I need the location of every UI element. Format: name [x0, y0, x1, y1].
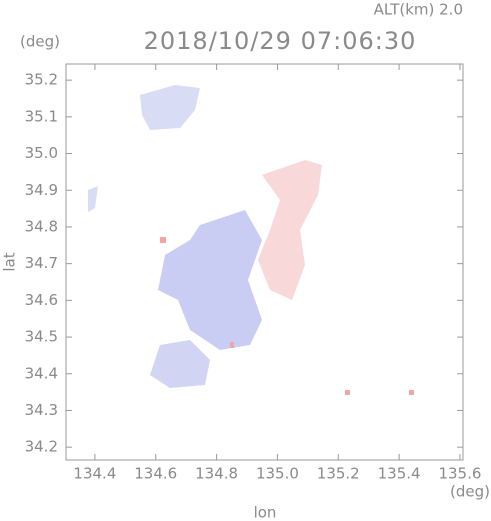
- x-axis-label: lon: [254, 504, 277, 521]
- x-tick-label: 135.6: [438, 465, 481, 483]
- y-tick-label: 34.5: [25, 328, 58, 346]
- echo-blob: [150, 340, 210, 388]
- echo-blob: [230, 342, 234, 348]
- y-tick-label: 34.9: [25, 181, 58, 199]
- y-tick-label: 35.2: [25, 71, 58, 89]
- altitude-label: ALT(km) 2.0: [374, 1, 463, 19]
- chart-title: 2018/10/29 07:06:30: [144, 27, 417, 55]
- plot-frame: [65, 63, 464, 461]
- echo-blob: [409, 390, 414, 395]
- y-axis-label: lat: [1, 252, 19, 271]
- echo-blob: [345, 390, 350, 395]
- x-unit: (deg): [450, 483, 490, 501]
- x-tick-label: 134.8: [195, 465, 238, 483]
- y-tick-label: 35.1: [25, 107, 58, 125]
- echo-blob: [140, 85, 200, 130]
- y-tick-label: 34.6: [25, 291, 58, 309]
- echo-blob: [160, 237, 166, 243]
- y-tick-label: 34.3: [25, 401, 58, 419]
- y-tick-label: 34.7: [25, 254, 58, 272]
- y-tick-label: 34.4: [25, 364, 58, 382]
- x-tick-label: 135.2: [317, 465, 360, 483]
- y-tick-label: 34.8: [25, 217, 58, 235]
- echo-blob: [158, 210, 262, 350]
- y-unit: (deg): [20, 33, 60, 51]
- echo-field: [88, 85, 414, 395]
- x-tick-label: 135.0: [256, 465, 299, 483]
- echo-blob: [258, 160, 322, 300]
- x-tick-label: 134.4: [73, 465, 116, 483]
- x-tick-label: 135.4: [378, 465, 421, 483]
- y-tick-label: 35.0: [25, 144, 58, 162]
- y-tick-label: 34.2: [25, 438, 58, 456]
- x-tick-label: 134.6: [134, 465, 177, 483]
- echo-blob: [88, 186, 98, 212]
